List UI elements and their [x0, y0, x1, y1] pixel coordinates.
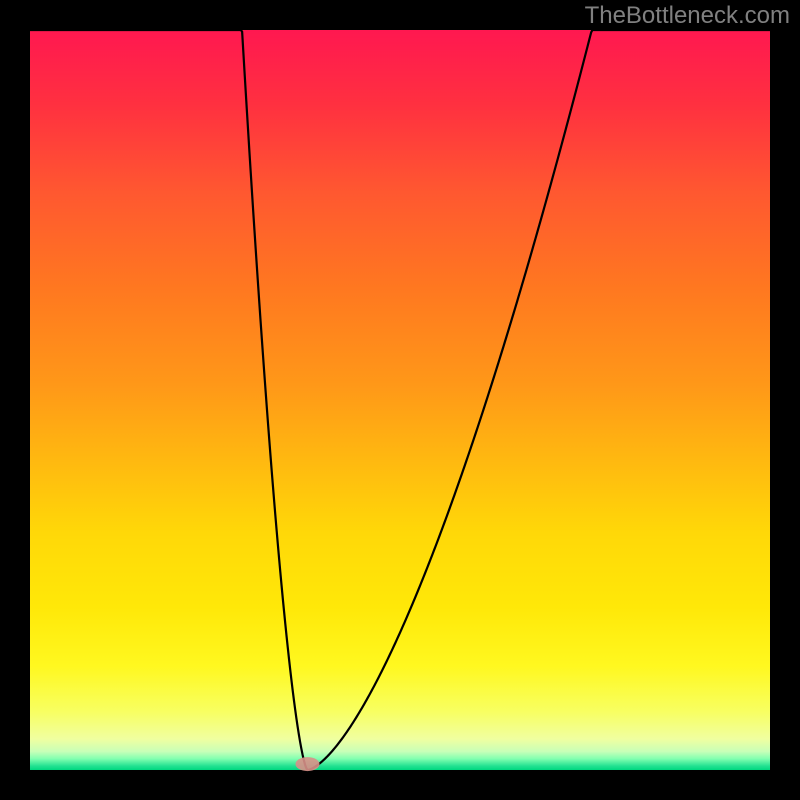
vertex-marker	[296, 757, 320, 771]
watermark-text: TheBottleneck.com	[585, 2, 790, 30]
chart-container: { "watermark": { "text": "TheBottleneck.…	[0, 0, 800, 800]
bottleneck-chart	[0, 0, 800, 800]
plot-background	[30, 30, 770, 770]
